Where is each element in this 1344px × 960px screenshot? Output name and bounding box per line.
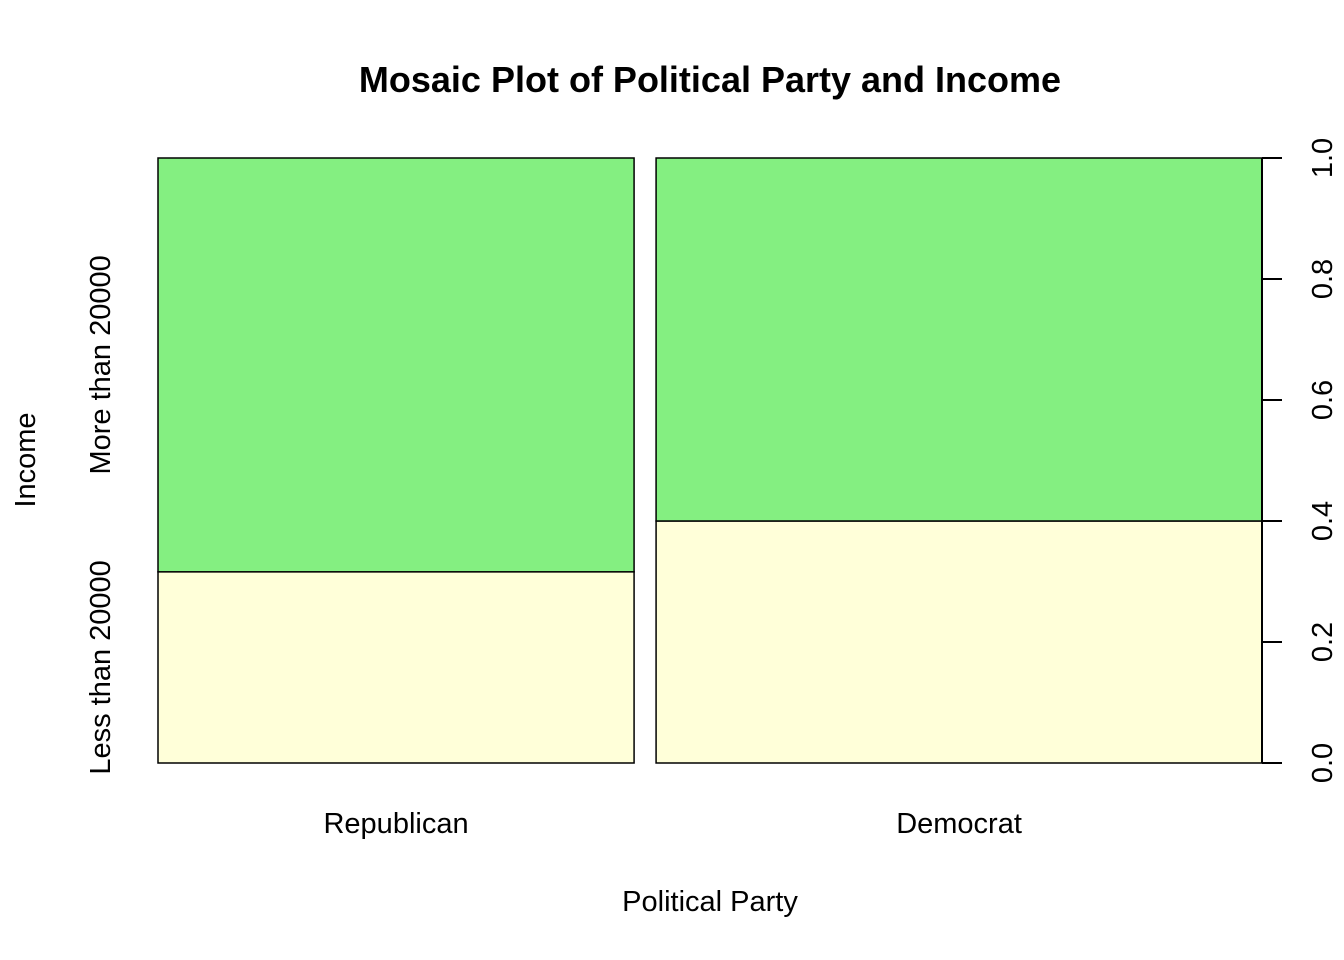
cell-democrat-more-than-20000 [655, 157, 1263, 522]
right-axis-tick-label: 1.0 [1307, 138, 1339, 178]
cell-democrat-less-than-20000 [655, 520, 1263, 764]
right-axis-tick-label: 0.4 [1307, 501, 1339, 541]
y-tick-less-than-20000: Less than 20000 [85, 560, 117, 774]
chart-title: Mosaic Plot of Political Party and Incom… [359, 59, 1061, 100]
cell-republican-less-than-20000 [157, 571, 635, 764]
x-axis-label: Political Party [622, 886, 798, 918]
right-axis-tick-label: 0.2 [1307, 622, 1339, 662]
y-axis-label: Income [10, 412, 42, 507]
x-tick-labels: Republican Democrat [323, 808, 1021, 840]
y-tick-labels: Less than 20000 More than 20000 [85, 255, 117, 774]
right-axis-tick-label: 0.0 [1307, 743, 1339, 783]
right-axis: 0.0 0.2 0.4 0.6 0.8 1.0 [1261, 138, 1339, 783]
mosaic-cells [157, 157, 1263, 764]
x-tick-democrat: Democrat [896, 808, 1022, 840]
right-axis-tick-label: 0.8 [1307, 259, 1339, 299]
y-tick-more-than-20000: More than 20000 [85, 255, 117, 474]
cell-republican-more-than-20000 [157, 157, 635, 573]
x-tick-republican: Republican [323, 808, 468, 840]
right-axis-tick-label: 0.6 [1307, 380, 1339, 420]
